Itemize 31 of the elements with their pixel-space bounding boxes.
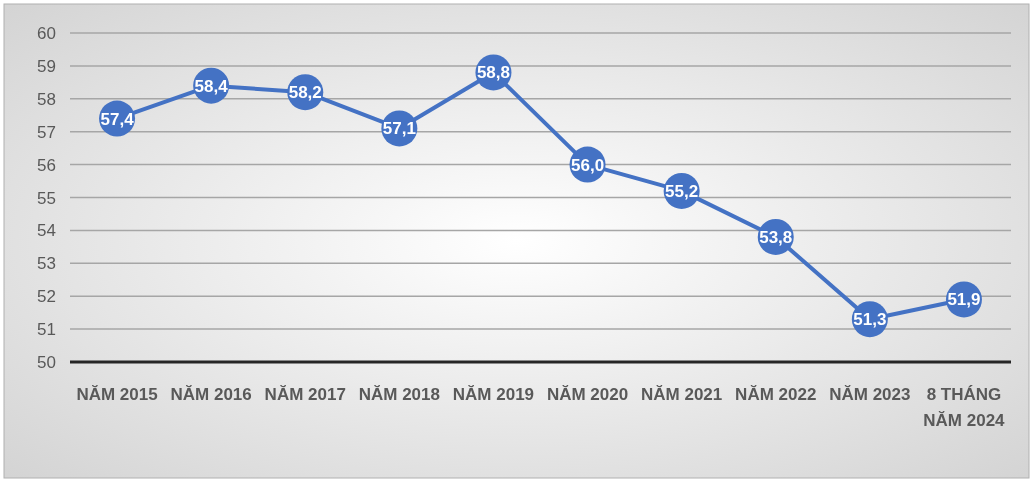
y-tick-label: 60 bbox=[37, 24, 56, 43]
data-label: 58,4 bbox=[194, 76, 229, 96]
x-tick-label: NĂM 2015 bbox=[76, 385, 158, 404]
data-label: 51,3 bbox=[853, 310, 887, 330]
x-tick-label: NĂM 2016 bbox=[170, 385, 252, 404]
y-tick-label: 54 bbox=[37, 221, 56, 241]
x-tick-label: NĂM 2021 bbox=[641, 385, 723, 404]
x-tick-label: NĂM 2017 bbox=[264, 385, 346, 404]
data-label: 57,4 bbox=[100, 109, 135, 129]
data-label: 55,2 bbox=[665, 181, 699, 201]
data-label: 53,8 bbox=[759, 227, 793, 247]
y-tick-label: 56 bbox=[37, 155, 56, 175]
x-tick-label: NĂM 2019 bbox=[452, 385, 535, 404]
y-tick-label: 52 bbox=[37, 287, 56, 307]
y-tick-label: 50 bbox=[37, 353, 56, 372]
x-tick-label: NĂM 2022 bbox=[735, 385, 817, 404]
y-tick-label: 53 bbox=[37, 254, 56, 274]
x-tick-label: 8 THÁNG NĂM 2024 bbox=[923, 385, 1006, 430]
x-tick-label: NĂM 2018 bbox=[358, 385, 440, 404]
data-label: 56,0 bbox=[571, 155, 605, 175]
y-tick-label: 58 bbox=[37, 89, 56, 109]
x-tick-label: NĂM 2023 bbox=[829, 385, 911, 404]
data-label: 51,9 bbox=[947, 290, 981, 310]
data-label: 57,1 bbox=[382, 119, 416, 139]
x-tick-label: NĂM 2020 bbox=[546, 385, 629, 404]
data-label: 58,2 bbox=[288, 83, 322, 103]
data-label: 58,8 bbox=[476, 63, 510, 83]
y-tick-label: 51 bbox=[37, 320, 56, 340]
y-tick-label: 57 bbox=[37, 122, 56, 142]
y-tick-label: 55 bbox=[37, 188, 56, 208]
y-tick-label: 59 bbox=[37, 56, 56, 76]
